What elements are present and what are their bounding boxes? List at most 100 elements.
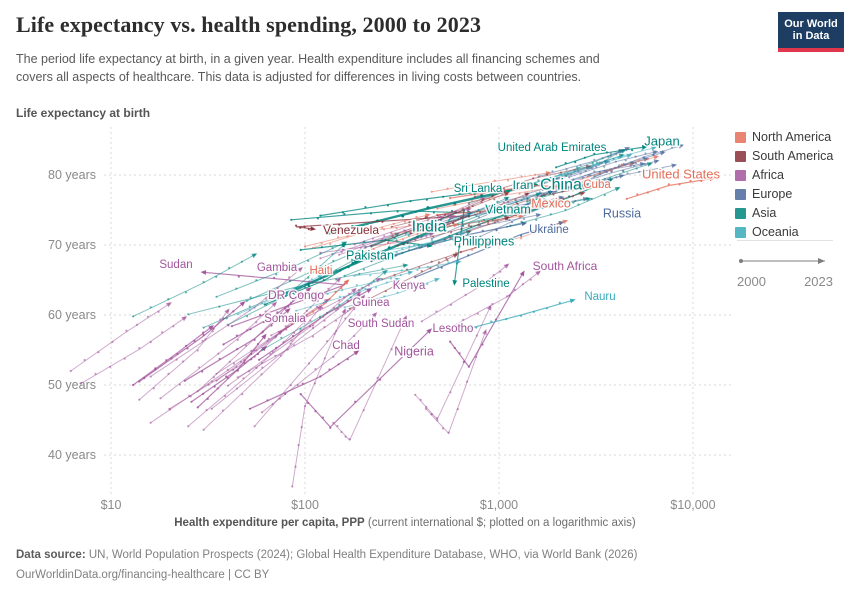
series-line-haiti[interactable] — [280, 280, 348, 333]
series-line-india[interactable] — [285, 229, 433, 295]
series-line-south-africa[interactable] — [449, 272, 524, 368]
series-line-iran[interactable] — [427, 191, 552, 245]
series-line-south-sudan[interactable] — [197, 335, 266, 408]
series-line-chad[interactable] — [191, 347, 266, 403]
series-line[interactable] — [254, 296, 364, 427]
series-line-palestine[interactable] — [371, 209, 465, 283]
country-label-nigeria[interactable]: Nigeria — [393, 343, 436, 360]
series-line-japan[interactable] — [555, 146, 645, 168]
series-line[interactable] — [216, 299, 328, 375]
series-line-dr-congo[interactable] — [138, 302, 244, 382]
series-line[interactable] — [70, 303, 170, 372]
series-line[interactable] — [421, 264, 508, 322]
legend-item-africa[interactable]: Africa — [735, 168, 847, 182]
series-line-guinea[interactable] — [184, 309, 289, 382]
series-line[interactable] — [414, 307, 491, 421]
country-label-russia[interactable]: Russia — [601, 205, 642, 222]
series-line[interactable] — [382, 242, 491, 280]
series-line[interactable] — [506, 187, 619, 228]
series-line[interactable] — [295, 278, 398, 312]
series-line-philippines[interactable] — [300, 239, 430, 251]
legend-item-europe[interactable]: Europe — [735, 187, 847, 201]
series-line[interactable] — [397, 217, 508, 247]
country-label-pakistan[interactable]: Pakistan — [345, 247, 396, 264]
series-line-nigeria[interactable] — [249, 351, 358, 410]
series-line[interactable] — [489, 187, 583, 213]
series-line[interactable] — [160, 303, 276, 399]
series-line[interactable] — [548, 163, 643, 191]
series-line-united-arab-emirates[interactable] — [524, 179, 611, 215]
country-label-gambia[interactable]: Gambia — [255, 261, 299, 276]
series-line[interactable] — [410, 193, 528, 235]
series-line[interactable] — [530, 154, 630, 185]
series-line[interactable] — [582, 164, 675, 188]
country-label-united-arab-emirates[interactable]: United Arab Emirates — [496, 141, 608, 156]
series-line[interactable] — [304, 224, 422, 247]
series-line[interactable] — [431, 196, 562, 240]
series-line-lesotho[interactable] — [300, 329, 431, 428]
series-line[interactable] — [169, 317, 297, 410]
series-line-united-states[interactable] — [626, 177, 713, 200]
series-line[interactable] — [150, 268, 302, 378]
series-line-vietnam[interactable] — [291, 210, 471, 221]
series-line[interactable] — [132, 254, 255, 317]
legend-item-north-america[interactable]: North America — [735, 130, 847, 144]
series-line-ukraine[interactable] — [371, 222, 525, 262]
series-line[interactable] — [246, 233, 398, 302]
series-line[interactable] — [462, 200, 558, 226]
series-line[interactable] — [339, 198, 484, 256]
country-label-guinea[interactable]: Guinea — [351, 296, 392, 311]
series-line[interactable] — [431, 186, 573, 226]
series-line[interactable] — [405, 199, 547, 235]
country-label-united-states[interactable]: United States — [640, 165, 722, 183]
series-line[interactable] — [391, 191, 504, 228]
series-line[interactable] — [557, 150, 623, 179]
series-line[interactable] — [312, 271, 411, 298]
series-line-sudan[interactable] — [203, 271, 345, 327]
series-line[interactable] — [594, 145, 682, 177]
series-line[interactable] — [455, 220, 566, 254]
series-line[interactable] — [344, 231, 470, 277]
series-line[interactable] — [261, 313, 376, 413]
series-line[interactable] — [385, 214, 539, 260]
series-line-kenya[interactable] — [258, 289, 370, 361]
series-line[interactable] — [410, 204, 544, 234]
series-line[interactable] — [576, 152, 664, 186]
series-line[interactable] — [431, 203, 544, 245]
series-line-cuba[interactable] — [450, 184, 583, 199]
series-line[interactable] — [527, 163, 651, 203]
country-label-sri-lanka[interactable]: Sri Lanka — [452, 182, 504, 197]
series-line[interactable] — [548, 158, 647, 189]
series-line-sri-lanka[interactable] — [320, 191, 476, 217]
series-line[interactable] — [237, 275, 321, 315]
series-line[interactable] — [543, 154, 623, 184]
country-label-kenya[interactable]: Kenya — [391, 279, 427, 294]
owid-url-license[interactable]: OurWorldinData.org/financing-healthcare … — [16, 569, 270, 582]
series-line[interactable] — [320, 233, 432, 254]
legend-item-south-america[interactable]: South America — [735, 149, 847, 163]
series-line[interactable] — [448, 271, 539, 329]
series-line[interactable] — [468, 150, 624, 204]
series-line[interactable] — [437, 186, 558, 210]
series-line[interactable] — [211, 292, 360, 410]
series-line[interactable] — [227, 252, 368, 326]
series-line[interactable] — [354, 208, 470, 245]
series-line[interactable] — [569, 151, 656, 178]
series-line[interactable] — [291, 310, 346, 487]
country-label-sudan[interactable]: Sudan — [158, 258, 194, 273]
series-line[interactable] — [203, 243, 345, 329]
series-line[interactable] — [332, 317, 407, 442]
series-line[interactable] — [358, 224, 457, 254]
series-line[interactable] — [421, 193, 539, 238]
country-label-india[interactable]: India — [410, 217, 448, 237]
series-line[interactable] — [538, 147, 628, 177]
country-label-philippines[interactable]: Philippines — [452, 233, 515, 250]
series-line[interactable] — [388, 197, 508, 242]
series-line[interactable] — [237, 303, 360, 378]
series-line[interactable] — [431, 172, 549, 193]
series-line[interactable] — [80, 317, 186, 385]
series-line-china[interactable] — [326, 183, 536, 235]
series-line[interactable] — [440, 198, 589, 229]
legend-item-asia[interactable]: Asia — [735, 206, 847, 220]
series-line[interactable] — [261, 271, 386, 351]
